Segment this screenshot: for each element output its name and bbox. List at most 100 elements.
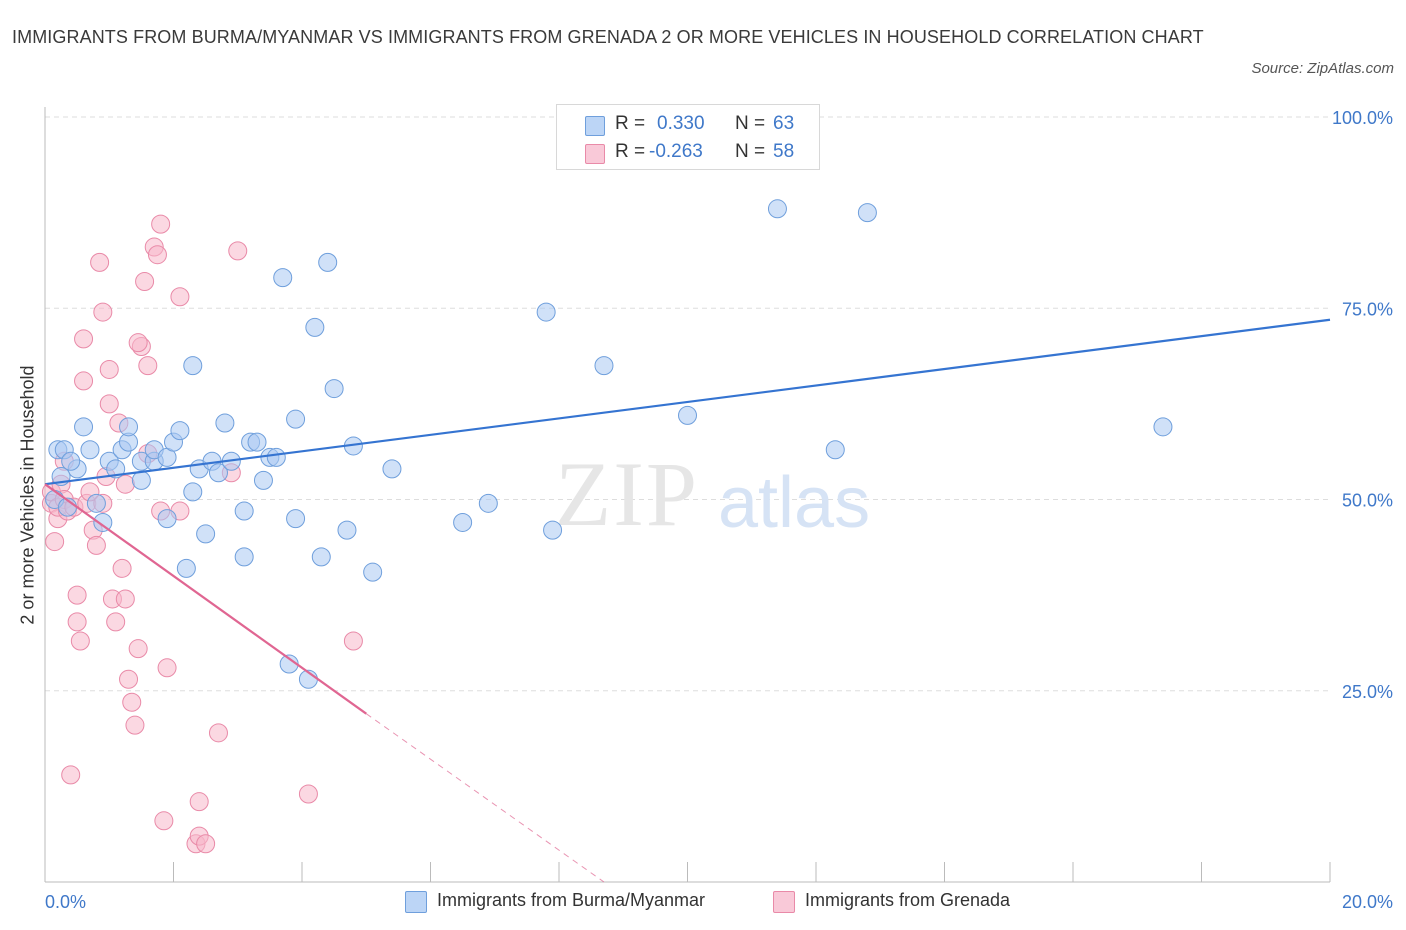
grenada-point xyxy=(128,639,148,659)
y-tick-label: 100.0% xyxy=(1332,108,1393,128)
watermark-atlas: atlas xyxy=(718,463,870,543)
grenada-point xyxy=(189,792,209,812)
chart-title: IMMIGRANTS FROM BURMA/MYANMAR VS IMMIGRA… xyxy=(12,27,1204,47)
grenada-point xyxy=(106,612,126,632)
burma-point xyxy=(253,470,273,490)
burma-point xyxy=(196,524,216,544)
legend-swatch-grenada xyxy=(585,144,605,164)
burma-point xyxy=(176,558,196,578)
burma-point xyxy=(247,432,267,452)
grenada-point xyxy=(138,356,158,376)
grenada-point xyxy=(67,612,87,632)
grenada-point xyxy=(99,359,119,379)
burma-point xyxy=(157,509,177,529)
tick-labels: 100.0% 75.0% 50.0% 25.0% 0.0% 20.0% xyxy=(45,108,1393,912)
burma-point xyxy=(678,405,697,425)
grenada-point xyxy=(115,474,135,494)
burma-point xyxy=(80,440,100,460)
burma-point xyxy=(594,356,614,376)
grenada-point xyxy=(70,631,90,651)
burma-point xyxy=(286,409,306,429)
grenada-point xyxy=(298,784,318,804)
burma-point xyxy=(857,203,877,223)
grenada-point xyxy=(157,658,177,678)
x-tick-label-min: 0.0% xyxy=(45,892,86,912)
grenada-trend-line xyxy=(44,483,367,715)
burma-point xyxy=(286,509,306,529)
legend-r-value: 0.330 xyxy=(657,113,705,134)
y-tick-label: 25.0% xyxy=(1342,682,1393,702)
watermark-zip: ZIP xyxy=(555,443,699,545)
grenada-point xyxy=(125,715,145,735)
bottom-legend-label-burma: Immigrants from Burma/Myanmar xyxy=(437,890,706,910)
grenada-point xyxy=(86,535,106,555)
burma-point xyxy=(234,547,254,567)
grenada-points xyxy=(41,214,363,854)
legend-r-label: R = xyxy=(615,141,646,162)
legend-n-label: N = xyxy=(735,113,766,134)
burma-point xyxy=(106,459,126,479)
grenada-point xyxy=(74,329,94,349)
burma-point xyxy=(382,459,402,479)
source-label: Source: ZipAtlas.com xyxy=(1251,60,1394,77)
grenada-point xyxy=(196,834,216,854)
grenada-point xyxy=(67,585,87,605)
burma-point xyxy=(1153,417,1173,437)
burma-point xyxy=(311,547,331,567)
trend-lines xyxy=(44,318,1331,883)
burma-point xyxy=(215,413,235,433)
burma-trend-line xyxy=(44,318,1331,486)
watermark: ZIP atlas xyxy=(555,443,870,545)
legend-row-burma: R = 0.330 N = 63 xyxy=(557,110,819,138)
bottom-legend-label-grenada: Immigrants from Grenada xyxy=(805,890,1011,910)
grenada-trend-extension xyxy=(365,713,605,883)
grenada-point xyxy=(343,631,363,651)
gridlines xyxy=(45,116,1330,692)
legend-swatch-burma xyxy=(585,116,605,136)
legend-r-label: R = xyxy=(615,113,646,134)
burma-point xyxy=(119,417,139,437)
grenada-point xyxy=(112,558,132,578)
burma-point xyxy=(305,317,325,337)
burma-point xyxy=(337,520,357,540)
burma-point xyxy=(86,493,106,513)
burma-point xyxy=(183,482,203,502)
grenada-point xyxy=(151,214,171,234)
burma-points xyxy=(45,199,1173,689)
burma-point xyxy=(208,463,228,483)
grenada-point xyxy=(90,252,110,272)
legend-n-value: 58 xyxy=(773,141,795,162)
burma-point xyxy=(536,302,556,322)
burma-point xyxy=(93,512,113,532)
grenada-point xyxy=(128,333,148,353)
legend-n-label: N = xyxy=(735,141,766,162)
y-axis-label: 2 or more Vehicles in Household xyxy=(17,365,38,625)
burma-point xyxy=(266,447,286,467)
grenada-point xyxy=(93,302,113,322)
burma-point xyxy=(478,493,498,513)
burma-point xyxy=(453,512,473,532)
grenada-point xyxy=(74,371,94,391)
bottom-legend-swatch-grenada xyxy=(773,891,795,913)
bottom-legend-swatch-burma xyxy=(405,891,427,913)
grenada-point xyxy=(122,692,142,712)
legend-r-value: -0.263 xyxy=(649,141,703,162)
burma-point xyxy=(234,501,254,521)
burma-point xyxy=(273,268,293,288)
burma-point xyxy=(318,252,338,272)
burma-point xyxy=(74,417,94,437)
grenada-point xyxy=(208,723,228,743)
correlation-legend: R = 0.330 N = 63 R = -0.263 N = 58 xyxy=(556,104,820,170)
grenada-point xyxy=(61,765,81,785)
grenada-point xyxy=(228,241,248,261)
burma-point xyxy=(170,421,190,441)
y-tick-label: 50.0% xyxy=(1342,491,1393,511)
burma-point xyxy=(543,520,563,540)
grenada-point xyxy=(119,669,139,689)
burma-point xyxy=(131,470,151,490)
legend-n-value: 63 xyxy=(773,113,795,134)
legend-row-grenada: R = -0.263 N = 58 xyxy=(557,138,819,166)
grenada-point xyxy=(99,394,119,414)
burma-point xyxy=(324,379,344,399)
